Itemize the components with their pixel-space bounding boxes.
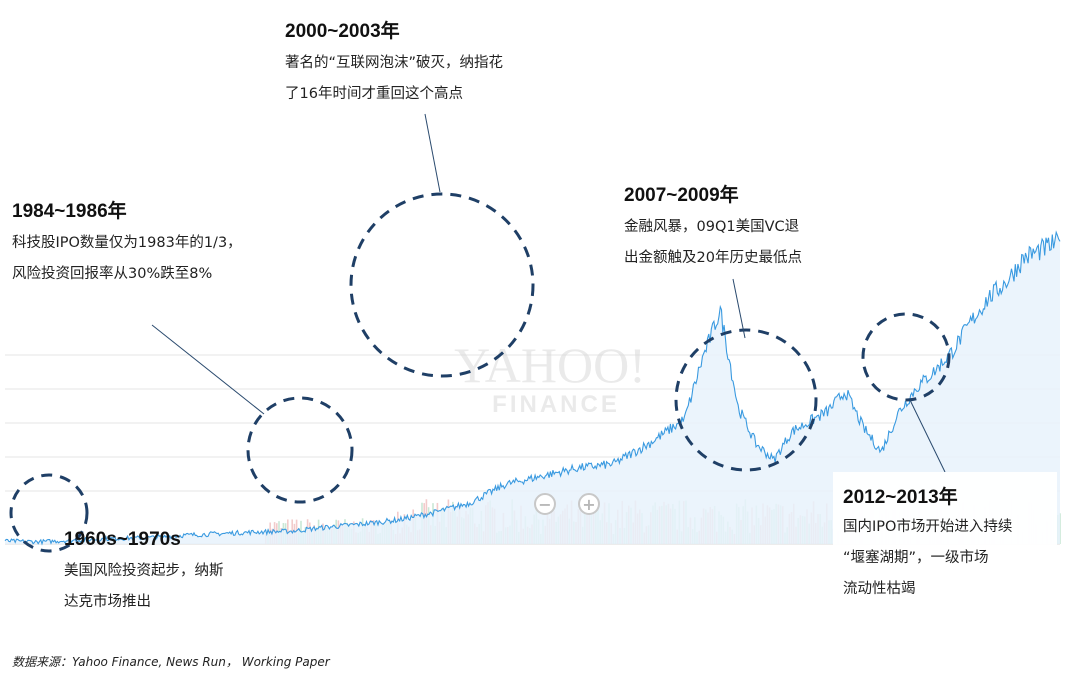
annotation-shapes xyxy=(9,113,951,553)
leader-line xyxy=(909,399,946,473)
annotation-line: 金融风暴，09Q1美国VC退 xyxy=(624,219,800,235)
series-line xyxy=(4,230,1061,546)
zoom-out-button[interactable]: − xyxy=(534,493,556,515)
annotation-circle xyxy=(674,328,818,472)
annotation-title: 1984~1986年 xyxy=(12,201,127,222)
zoom-in-icon: + xyxy=(582,495,595,514)
annotation-line: 国内IPO市场开始进入持续 xyxy=(843,519,1013,535)
annotation-2000: 2000~2003年 著名的“互联网泡沫”破灭，纳指花 了16年时间才重回这个高… xyxy=(285,20,503,110)
annotation-title: 2012~2013年 xyxy=(843,487,958,508)
annotation-line: 美国风险投资起步，纳斯 xyxy=(64,563,224,579)
watermark-finance: FINANCE xyxy=(492,391,620,418)
label-background xyxy=(18,308,123,334)
series-lines xyxy=(4,230,1061,546)
watermark: YAHOO! FINANCE xyxy=(454,337,646,418)
leader-line xyxy=(732,278,746,339)
zoom-in-button[interactable]: + xyxy=(578,493,600,515)
annotation-circle xyxy=(349,192,535,378)
leader-line xyxy=(151,324,265,415)
annotation-circle xyxy=(9,473,89,553)
annotation-line: 出金额触及20年历史最低点 xyxy=(624,250,802,266)
annotation-circle xyxy=(861,312,951,402)
zoom-controls: − + xyxy=(534,493,600,515)
annotation-background xyxy=(833,472,1057,610)
annotation-line: 风险投资回报率从30%跌至8% xyxy=(12,266,213,282)
annotation-line: 流动性枯竭 xyxy=(843,581,916,597)
annotation-line: “堰塞湖期”，一级市场 xyxy=(843,550,989,566)
annotation-1984: 1984~1986年 科技股IPO数量仅为1983年的1/3， 风险投资回报率从… xyxy=(12,200,242,290)
annotation-line: 达克市场推出 xyxy=(64,594,151,610)
annotation-2007: 2007~2009年 金融风暴，09Q1美国VC退 出金额触及20年历史最低点 xyxy=(624,184,802,274)
annotation-title: 2007~2009年 xyxy=(624,185,739,206)
leader-line xyxy=(424,113,441,193)
annotation-circle xyxy=(246,396,354,504)
zoom-out-icon: − xyxy=(538,495,551,514)
source-note: 数据来源：Yahoo Finance, News Run， Working Pa… xyxy=(12,655,330,669)
annotation-line: 著名的“互联网泡沫”破灭，纳指花 xyxy=(285,55,504,71)
volume-bar xyxy=(287,519,289,544)
annotation-title: 1960s~1970s xyxy=(64,529,181,550)
series-area xyxy=(5,232,1060,545)
annotation-title: 2000~2003年 xyxy=(285,21,400,42)
annotation-line: 了16年时间才重回这个高点 xyxy=(285,86,463,102)
annotation-1960s: 1960s~1970s 美国风险投资起步，纳斯 达克市场推出 xyxy=(64,528,224,618)
area-layer xyxy=(5,232,1060,545)
annotation-line: 科技股IPO数量仅为1983年的1/3， xyxy=(12,235,242,251)
annotation-2012: 2012~2013年 国内IPO市场开始进入持续 “堰塞湖期”，一级市场 流动性… xyxy=(843,486,1012,605)
